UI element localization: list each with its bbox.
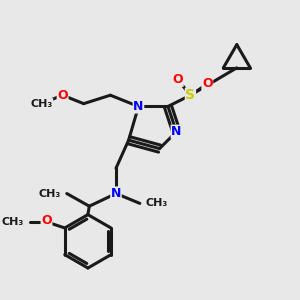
Text: N: N — [171, 125, 182, 138]
Text: CH₃: CH₃ — [30, 99, 52, 109]
Text: O: O — [41, 214, 52, 227]
Text: O: O — [57, 89, 68, 102]
Text: CH₃: CH₃ — [39, 189, 61, 199]
Text: CH₃: CH₃ — [146, 198, 168, 208]
Text: O: O — [202, 77, 213, 91]
Text: CH₃: CH₃ — [2, 218, 24, 227]
Text: N: N — [111, 187, 121, 200]
Text: N: N — [133, 100, 144, 113]
Text: S: S — [185, 88, 195, 102]
Text: O: O — [172, 73, 183, 86]
